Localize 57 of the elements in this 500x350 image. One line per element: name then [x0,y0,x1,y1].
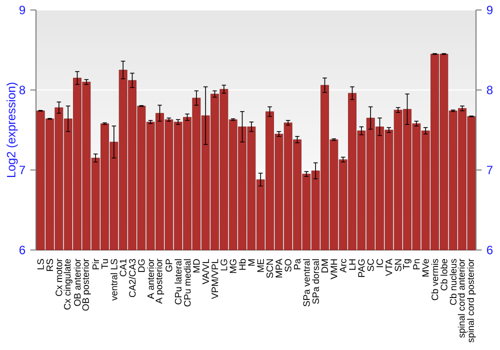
x-tick-label: Cb nucleus [450,258,457,305]
x-tick-label: Arc [340,258,346,273]
y-tick-label: 8 [19,86,26,94]
x-tick-label: LG [220,259,228,270]
x-tick-label: Cx motor [56,258,62,296]
x-tick-label: Tg [403,259,412,270]
x-tick-label: SN [394,259,402,272]
x-tick-label: VPM/VPL [211,258,218,300]
x-tick-label: spinal cord anterior [458,258,467,338]
x-tick-label: A anterior [147,258,154,300]
x-tick-label: M [248,259,255,266]
x-tick-label: MPA [276,258,282,278]
y2-tick-label: 7 [487,166,492,174]
x-tick-label: MG [230,259,236,273]
x-tick-label: Cx cingulate [64,259,72,310]
x-tick-label: SO [284,259,292,272]
x-tick-label: OB posterior [82,258,91,311]
y-tick-label: 6 [20,246,26,254]
x-tick-label: Pn [413,259,420,270]
x-tick-label: ventral LS [110,259,118,301]
x-tick-label: SPa dorsal [312,259,320,304]
x-tick-label: DM [322,259,328,272]
x-tick-label: OB anterior [74,258,81,306]
x-tick-label: CA2/CA3 [128,259,136,298]
x-tick-label: VA/VL [202,258,210,284]
x-tick-label: Hb [238,259,246,270]
x-tick-label: Tu [101,259,108,269]
y-tick-label: 9 [19,6,26,14]
x-tick-label: LS [37,259,44,270]
x-tick-label: ME [257,259,264,272]
x-tick-label: spinal cord posterior [467,258,476,342]
y-axis-title: Log2 (expression) [6,82,18,178]
x-tick-label: MD [193,259,200,272]
y-tick-label: 7 [20,166,25,174]
x-tick-label: CPu medial [184,259,191,306]
x-tick-label: Cb vermis [431,258,438,300]
x-tick-label: GP [166,259,172,272]
x-tick-label: SCN [266,259,274,278]
y2-tick-label: 6 [487,246,493,254]
x-tick-label: Pir [92,258,99,270]
x-tick-label: IC [376,258,384,268]
x-tick-label: SC [367,258,374,272]
y2-tick-label: 8 [486,86,493,94]
x-tick-label: MVe [422,259,429,277]
x-tick-label: VMH [330,259,338,280]
x-tick-label: A posterior [155,258,164,304]
x-tick-label: CA1 [120,259,126,276]
x-tick-label: SPa ventral [303,259,310,306]
x-tick-label: DG [138,259,145,272]
x-tick-label: Cb lobe [440,259,448,290]
y2-tick-label: 9 [486,6,493,14]
x-tick-label: Pa [294,258,300,270]
x-tick-label: LH [349,259,356,270]
x-tick-label: RS [46,259,54,271]
x-tick-label: CPu lateral [174,259,182,304]
x-tick-label: PAG [358,259,365,277]
x-tick-label: VTA [386,258,392,276]
